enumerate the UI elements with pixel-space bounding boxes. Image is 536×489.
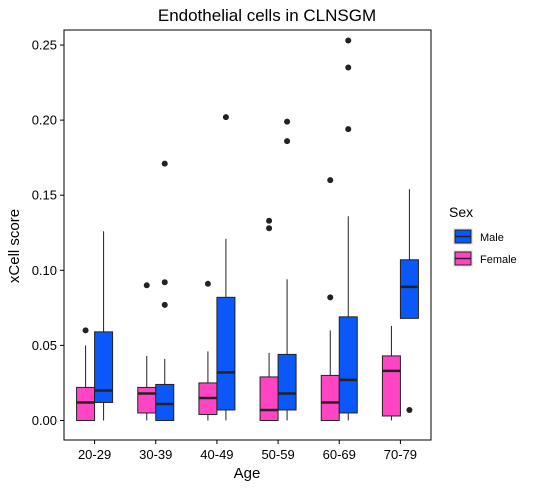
box bbox=[259, 376, 279, 421]
outlier-point bbox=[266, 225, 273, 232]
chart-title: Endothelial cells in CLNSGM bbox=[158, 6, 376, 25]
outlier-point bbox=[284, 118, 291, 125]
x-tick-label: 30-39 bbox=[139, 447, 172, 462]
x-tick-label: 70-79 bbox=[384, 447, 417, 462]
box bbox=[277, 353, 297, 411]
outlier-point bbox=[327, 294, 334, 301]
outlier-point bbox=[143, 282, 150, 289]
plot-panel bbox=[63, 29, 432, 441]
outlier-point bbox=[266, 217, 273, 224]
y-axis: 0.00 0.05 0.10 0.15 0.20 0.25 bbox=[32, 38, 64, 428]
box bbox=[399, 259, 419, 319]
outlier-point bbox=[161, 279, 168, 286]
legend: Sex Male Female bbox=[449, 204, 517, 267]
y-tick-label: 0.10 bbox=[32, 263, 57, 278]
box bbox=[76, 386, 96, 421]
box-group bbox=[76, 37, 419, 421]
y-tick-label: 0.25 bbox=[32, 38, 57, 53]
outlier-point bbox=[161, 301, 168, 308]
x-tick-label: 60-69 bbox=[323, 447, 356, 462]
box bbox=[155, 383, 175, 421]
box bbox=[94, 331, 114, 403]
y-axis-title: xCell score bbox=[6, 209, 23, 283]
x-tick-label: 40-49 bbox=[200, 447, 233, 462]
x-axis: 20-29 30-39 40-49 50-59 60-69 70-79 bbox=[78, 440, 417, 462]
box bbox=[216, 296, 236, 411]
x-tick-label: 50-59 bbox=[261, 447, 294, 462]
legend-label: Male bbox=[480, 232, 504, 244]
outlier-point bbox=[222, 114, 229, 121]
x-tick-label: 20-29 bbox=[78, 447, 111, 462]
outlier-point bbox=[406, 406, 413, 413]
y-tick-label: 0.20 bbox=[32, 113, 57, 128]
box bbox=[320, 374, 340, 421]
outlier-point bbox=[82, 327, 89, 334]
outlier-point bbox=[284, 138, 291, 145]
y-tick-label: 0.05 bbox=[32, 338, 57, 353]
outlier-point bbox=[327, 177, 334, 184]
legend-label: Female bbox=[480, 254, 517, 266]
outlier-point bbox=[345, 64, 352, 71]
y-tick-label: 0.00 bbox=[32, 413, 57, 428]
box bbox=[381, 355, 401, 417]
box bbox=[137, 386, 157, 414]
legend-title: Sex bbox=[449, 204, 473, 220]
outlier-point bbox=[161, 160, 168, 167]
y-tick-label: 0.15 bbox=[32, 188, 57, 203]
outlier-point bbox=[345, 126, 352, 133]
box bbox=[338, 316, 358, 414]
x-axis-title: Age bbox=[234, 465, 261, 482]
outlier-point bbox=[204, 280, 211, 287]
outlier-point bbox=[345, 37, 352, 44]
